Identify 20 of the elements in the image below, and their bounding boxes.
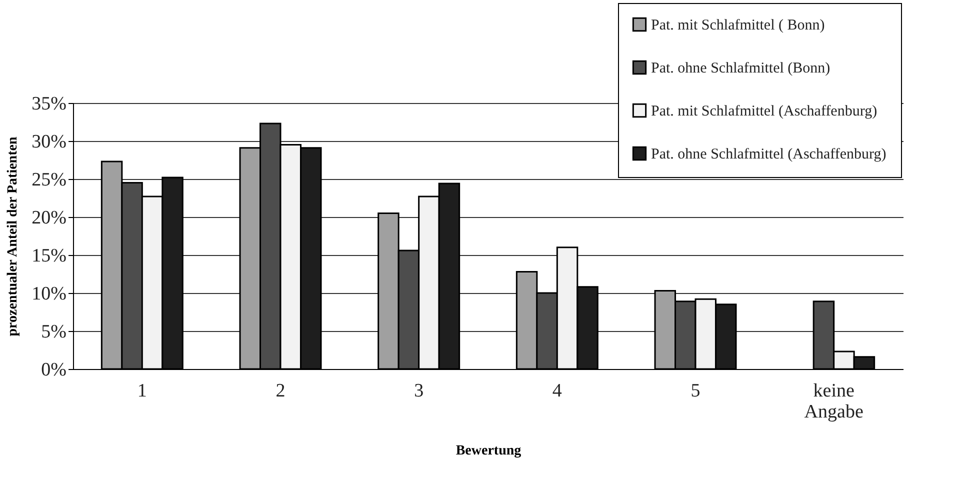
legend-label: Pat. ohne Schlafmittel (Aschaffenburg) <box>651 146 886 162</box>
y-tick-label: 10% <box>32 284 67 304</box>
y-tick-label: 15% <box>32 246 67 266</box>
x-tick-label: 1 <box>137 380 147 402</box>
y-axis-title: prozentualer Anteil der Patienten <box>6 136 21 336</box>
x-axis-title: Bewertung <box>456 444 522 458</box>
legend-label: Pat. mit Schlafmittel (Aschaffenburg) <box>651 104 878 120</box>
y-tick-label: 5% <box>41 322 67 342</box>
x-tick-label: keine Angabe <box>804 380 864 422</box>
x-tick-label: 3 <box>414 380 424 402</box>
legend-label: Pat. ohne Schlafmittel (Bonn) <box>651 60 830 76</box>
legend-label: Pat. mit Schlafmittel ( Bonn) <box>651 18 825 34</box>
x-tick-label: 5 <box>690 380 700 402</box>
y-tick-label: 20% <box>32 208 67 228</box>
y-tick-label: 35% <box>32 94 67 114</box>
y-tick-label: 25% <box>32 170 67 190</box>
x-tick-label: 2 <box>276 380 286 402</box>
y-tick-label: 30% <box>32 132 67 152</box>
y-tick-label: 0% <box>41 360 67 380</box>
x-tick-label: 4 <box>552 380 562 402</box>
